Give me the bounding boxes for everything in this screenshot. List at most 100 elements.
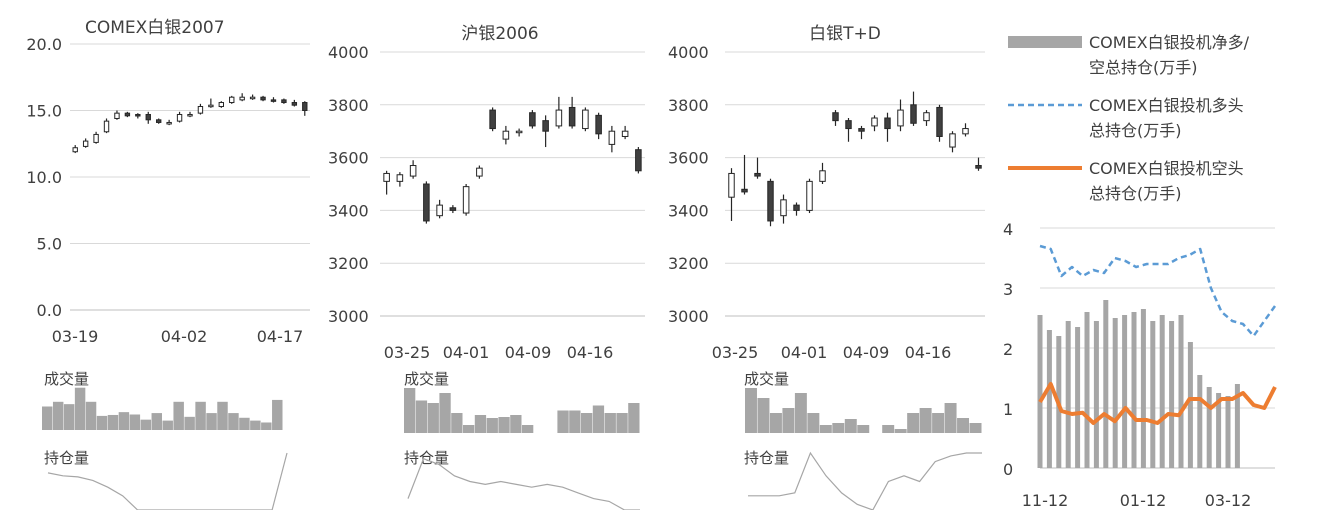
candle-body (884, 117, 891, 130)
position-bar (1234, 384, 1240, 468)
open-interest-label: 持仓量 (404, 449, 449, 467)
candle-body (436, 204, 443, 217)
volume-bar (261, 422, 272, 430)
position-bar (1159, 315, 1165, 468)
position-bar (1216, 393, 1222, 468)
position-bar (1084, 312, 1090, 468)
volume-bar (807, 413, 820, 433)
position-bar (1150, 321, 1156, 468)
candle-body (595, 114, 602, 135)
candle-body (608, 130, 616, 145)
candle-body (281, 99, 287, 104)
candle-body (767, 180, 774, 222)
candle-body (249, 96, 256, 100)
volume-bar (107, 414, 119, 430)
candle-body (515, 130, 523, 134)
candle-body (555, 109, 563, 127)
y-tick-label: 3600 (668, 149, 709, 168)
x-tick-label: 03-25 (384, 343, 431, 362)
volume-bar (272, 399, 283, 430)
volume-bar (129, 414, 141, 430)
volume-bar (415, 400, 428, 433)
position-bar (1065, 321, 1071, 468)
volume-bar (63, 404, 75, 430)
volume-bar (832, 423, 845, 433)
candle-body (291, 102, 298, 106)
candle-body (462, 186, 470, 214)
y-tick-label: 20.0 (26, 35, 62, 54)
legend-entry: COMEX白银投机多头总持仓(万手) (1089, 96, 1244, 140)
volume-bar (451, 413, 463, 433)
volume-bar (206, 413, 217, 430)
y-tick-label: 0 (1003, 460, 1013, 479)
volume-bar (151, 413, 162, 430)
candle-body (621, 130, 629, 137)
y-tick-label: 10.0 (26, 168, 62, 187)
candle-body (197, 106, 204, 114)
y-tick-label: 3200 (668, 254, 709, 273)
x-tick-label: 04-09 (843, 343, 890, 362)
volume-bar (52, 401, 64, 430)
chart-title: 沪银2006 (461, 24, 538, 44)
position-bar (1225, 396, 1231, 468)
candle-body (145, 113, 151, 121)
volume-bar (581, 413, 593, 433)
candle-body (302, 102, 308, 111)
candle-body (156, 119, 162, 123)
x-tick-label: 04-16 (567, 343, 614, 362)
volume-bar (569, 410, 581, 433)
position-bar (1093, 321, 1099, 468)
candle-body (72, 147, 78, 153)
candle-body (582, 109, 589, 130)
candle-body (82, 140, 89, 147)
volume-label: 成交量 (404, 370, 449, 388)
position-bar (1131, 312, 1137, 468)
y-tick-label: 3800 (328, 96, 369, 115)
candle-body (218, 102, 224, 108)
x-tick-label: 04-09 (505, 343, 552, 362)
position-bar (1206, 387, 1212, 468)
position-bar (1103, 300, 1109, 468)
volume-bar (427, 403, 439, 433)
candle-body (793, 204, 800, 211)
volume-bar (463, 425, 475, 433)
candle-body (166, 121, 172, 125)
candle-body (423, 183, 430, 222)
volume-bar (140, 419, 152, 430)
legend-entry: COMEX白银投机空头总持仓(万手) (1089, 159, 1244, 203)
candle-body (135, 113, 141, 117)
volume-bar (239, 417, 250, 430)
y-tick-label: 3400 (668, 201, 709, 220)
candle-body (476, 167, 483, 177)
x-tick-label: 04-16 (905, 343, 952, 362)
y-tick-label: 3800 (668, 96, 709, 115)
candle-body (449, 207, 457, 211)
volume-bar (907, 413, 920, 433)
candle-body (845, 120, 852, 130)
y-tick-label: 3200 (328, 254, 369, 273)
candle-body (858, 128, 865, 132)
x-tick-label: 04-17 (257, 327, 304, 346)
candle-body (568, 106, 576, 127)
candle-body (502, 130, 510, 140)
x-tick-label: 03-19 (52, 327, 99, 346)
position-bar (1037, 315, 1043, 468)
candle-body (897, 109, 904, 127)
volume-bar (498, 417, 510, 433)
candle-body (832, 112, 839, 122)
volume-bar (628, 403, 640, 433)
volume-bar (944, 403, 957, 433)
open-interest-label: 持仓量 (744, 449, 789, 467)
candle-body (260, 96, 266, 101)
volume-bar (522, 425, 534, 433)
position-bar (1178, 315, 1184, 468)
position-bar (1122, 315, 1128, 468)
volume-bar (745, 388, 757, 433)
x-tick-label: 03-25 (712, 343, 759, 362)
open-interest-label: 持仓量 (44, 449, 89, 467)
volume-bar (217, 401, 228, 430)
volume-bar (162, 420, 173, 430)
position-bar (1197, 375, 1203, 468)
volume-bar (118, 412, 130, 430)
